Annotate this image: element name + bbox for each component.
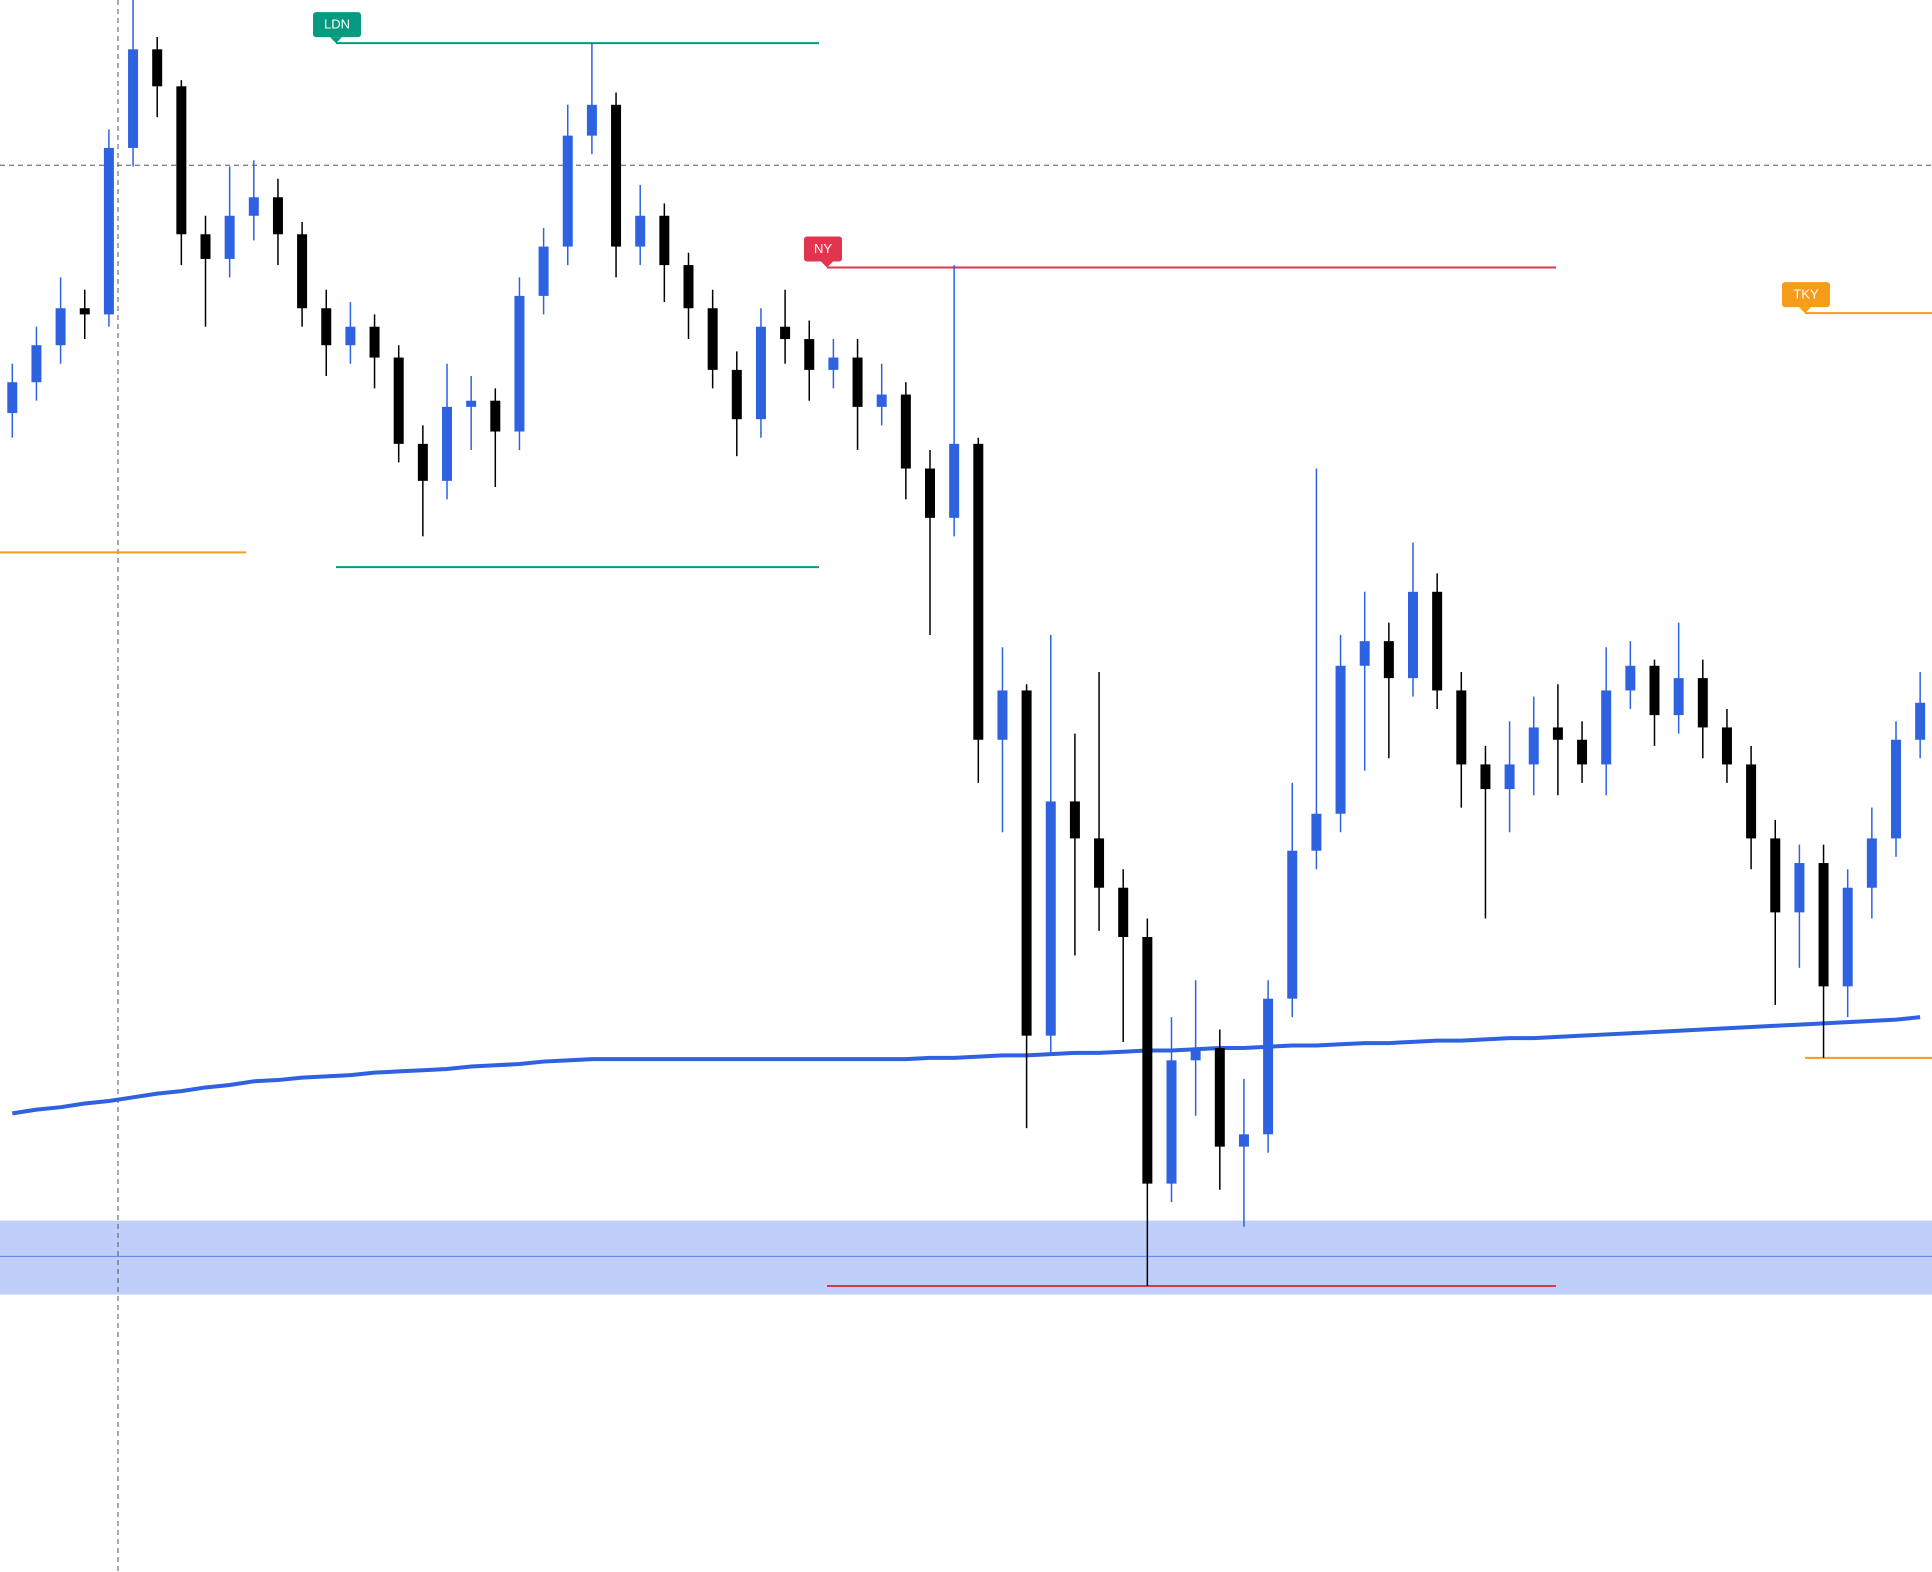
candle-body (1142, 937, 1153, 1184)
candle-body (514, 295, 525, 432)
session-badge (804, 236, 842, 262)
session-badge (313, 12, 361, 38)
candle-body (1770, 838, 1781, 913)
candle-body (1311, 813, 1322, 851)
candle-body (1021, 690, 1032, 1036)
candle-body (55, 308, 66, 346)
candle-body (1287, 850, 1298, 999)
candle-body (1480, 764, 1491, 790)
zone (0, 1220, 1932, 1295)
session-badge-pointer (330, 37, 342, 44)
candle-body (152, 49, 163, 87)
candle-body (1408, 591, 1418, 679)
candle-body (1794, 863, 1805, 913)
candle-body (1238, 1134, 1249, 1147)
candle-body (1915, 702, 1926, 740)
candle-body (828, 357, 839, 370)
candle-body (925, 468, 935, 518)
candle-body (1625, 665, 1636, 691)
candle-body (1552, 727, 1563, 740)
candle-body (852, 357, 863, 407)
candle-body (369, 326, 380, 358)
candle-body (1094, 838, 1105, 888)
candle-body (1866, 838, 1877, 888)
candle-body (1842, 887, 1853, 987)
candle-body (248, 197, 259, 216)
candle-body (393, 357, 404, 444)
candle-body (611, 104, 622, 247)
candle-body (780, 326, 791, 340)
candle-body (1118, 887, 1129, 938)
candle-body (345, 326, 356, 346)
candle-body (200, 234, 211, 259)
candle-body (804, 339, 815, 370)
candle-body (1697, 678, 1708, 728)
candle-body (1166, 1060, 1177, 1184)
candle-body (442, 406, 452, 481)
session-label: NY (814, 241, 832, 256)
candle-body (1528, 727, 1539, 765)
candle-body (272, 197, 283, 235)
candle-body (731, 369, 742, 420)
candle-body (321, 308, 332, 346)
candle-body (103, 147, 114, 315)
candle-body (1456, 690, 1467, 765)
candle-body (1432, 591, 1443, 691)
candle-body (1214, 1048, 1225, 1147)
candle-body (562, 135, 573, 247)
candle-body (490, 400, 501, 432)
candle-body (1649, 665, 1660, 716)
candle-body (1045, 801, 1056, 1036)
candle-body (1263, 998, 1274, 1135)
candle-body (1504, 764, 1515, 790)
candle-body (1891, 739, 1901, 839)
candle-body (1069, 801, 1080, 839)
candle-body (538, 246, 549, 296)
candle-body (1601, 690, 1612, 765)
candle-body (973, 443, 984, 740)
candle-body (176, 86, 187, 235)
candle-body (466, 400, 477, 407)
candle-body (1673, 678, 1684, 716)
candle-body (949, 443, 960, 518)
candle-body (31, 345, 42, 383)
session-badge-pointer (1799, 307, 1811, 314)
candle-body (707, 308, 718, 370)
candle-body (7, 382, 18, 414)
candle-body (79, 308, 90, 315)
candle-body (1359, 641, 1370, 666)
moving-average (11, 1015, 1921, 1116)
candle-body (417, 443, 428, 481)
session-label: TKY (1793, 287, 1819, 302)
candle-body (297, 234, 308, 309)
candle-body (1383, 641, 1394, 679)
candle-body (900, 394, 911, 469)
session-label: LDN (324, 17, 350, 32)
candle-body (683, 265, 694, 309)
candle-body (635, 215, 646, 247)
candle-body (1577, 739, 1588, 765)
candle-body (128, 49, 139, 148)
candle-body (586, 104, 597, 136)
candle-body (659, 215, 670, 266)
session-badge-pointer (821, 261, 833, 268)
candle-body (1335, 665, 1346, 814)
candle-body (1721, 727, 1732, 765)
candle-body (1190, 1048, 1201, 1061)
candle-body (997, 690, 1008, 740)
candle-body (755, 326, 766, 420)
candle-body (224, 215, 235, 259)
candle-body (876, 394, 887, 407)
session-badge (1782, 282, 1830, 308)
candle-body (1818, 863, 1829, 987)
candle-body (1746, 764, 1757, 839)
